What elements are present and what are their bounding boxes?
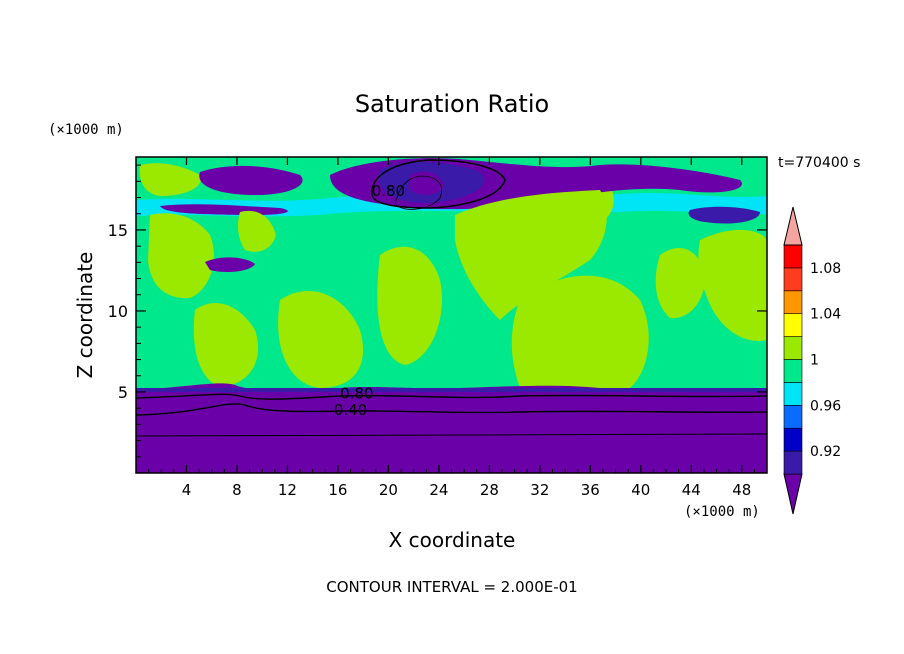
y-tick-label: 10 — [108, 302, 128, 321]
x-tick-label: 40 — [631, 481, 650, 499]
y-axis-ticks: 5 10 15 — [108, 164, 767, 458]
field-plume-3 — [193, 302, 259, 387]
x-tick-label: 8 — [232, 481, 242, 499]
y-tick-label: 5 — [118, 383, 128, 402]
chart-title: Saturation Ratio — [355, 90, 549, 118]
field-low-transition — [136, 388, 767, 392]
colorbar-tick-label: 1.04 — [810, 307, 841, 323]
colorbar-tick-label: 1 — [810, 353, 819, 369]
colorbar-segment — [783, 244, 803, 269]
x-unit-label: (×1000 m) — [684, 504, 760, 520]
x-tick-label: 32 — [530, 481, 549, 499]
contour-label: 0.80 — [372, 182, 405, 200]
field-dry-inner — [410, 171, 444, 195]
field-dry-purple-blob-1 — [199, 165, 303, 196]
y-tick-label: 15 — [108, 221, 128, 240]
heatmap-field — [136, 157, 767, 473]
x-tick-label: 44 — [682, 481, 701, 499]
colorbar-tick-label: 0.92 — [810, 444, 841, 460]
field-plume-2 — [237, 210, 276, 252]
y-unit-label: (×1000 m) — [48, 122, 124, 138]
field-plume-5 — [377, 246, 442, 365]
x-tick-label: 24 — [429, 481, 448, 499]
x-tick-label: 48 — [732, 481, 751, 499]
y-axis-label: Z coordinate — [73, 252, 97, 379]
colorbar-low-extension — [783, 473, 803, 515]
colorbar-segment — [783, 427, 803, 452]
field-dry-streak-right — [688, 206, 760, 224]
x-tick-label: 36 — [581, 481, 600, 499]
contour-line-low-3 — [136, 433, 767, 437]
x-tick-label: 12 — [278, 481, 297, 499]
contour-line-040-low — [136, 403, 767, 416]
colorbar-segment — [783, 267, 803, 292]
field-plume-8 — [655, 247, 706, 319]
field-plume-7 — [511, 275, 649, 388]
field-low-dry-layer — [136, 383, 767, 473]
colorbar: 0.92 0.96 1 1.04 1.08 — [783, 206, 841, 515]
field-plume-4 — [278, 291, 364, 388]
colorbar-segment — [783, 404, 803, 429]
x-tick-label: 4 — [182, 481, 192, 499]
contour-label-group: 0.800.800.40 — [334, 182, 405, 419]
contour-label: 0.80 — [340, 385, 373, 403]
colorbar-segment — [783, 336, 803, 360]
colorbar-segment — [783, 450, 803, 475]
x-tick-label: 28 — [480, 481, 499, 499]
field-plume-6 — [455, 190, 607, 320]
x-axis-ticks: 4 8 12 16 20 24 28 32 36 40 44 48 — [148, 157, 755, 499]
field-lime-patch-upper-left — [139, 163, 201, 196]
time-label: t=770400 s — [778, 155, 860, 171]
x-tick-label: 16 — [328, 481, 347, 499]
colorbar-tick-label: 0.96 — [810, 398, 841, 414]
contour-interval-footer: CONTOUR INTERVAL = 2.000E-01 — [326, 578, 577, 596]
colorbar-tick-label: 1.08 — [810, 261, 841, 277]
contour-line-upper-inner — [394, 175, 442, 210]
colorbar-high-extension — [783, 206, 803, 246]
colorbar-segment — [783, 313, 803, 337]
field-dry-blob-mid — [205, 257, 255, 272]
contour-label: 0.40 — [334, 401, 367, 419]
contour-line-080-low — [136, 393, 767, 400]
colorbar-segment — [783, 382, 803, 406]
x-axis-label: X coordinate — [389, 528, 516, 552]
field-plume-1 — [148, 213, 214, 299]
contour-line-080-upper — [371, 159, 506, 209]
x-tick-label: 20 — [379, 481, 398, 499]
colorbar-segment — [783, 290, 803, 314]
field-plume-9 — [698, 229, 767, 341]
colorbar-segment — [783, 359, 803, 383]
